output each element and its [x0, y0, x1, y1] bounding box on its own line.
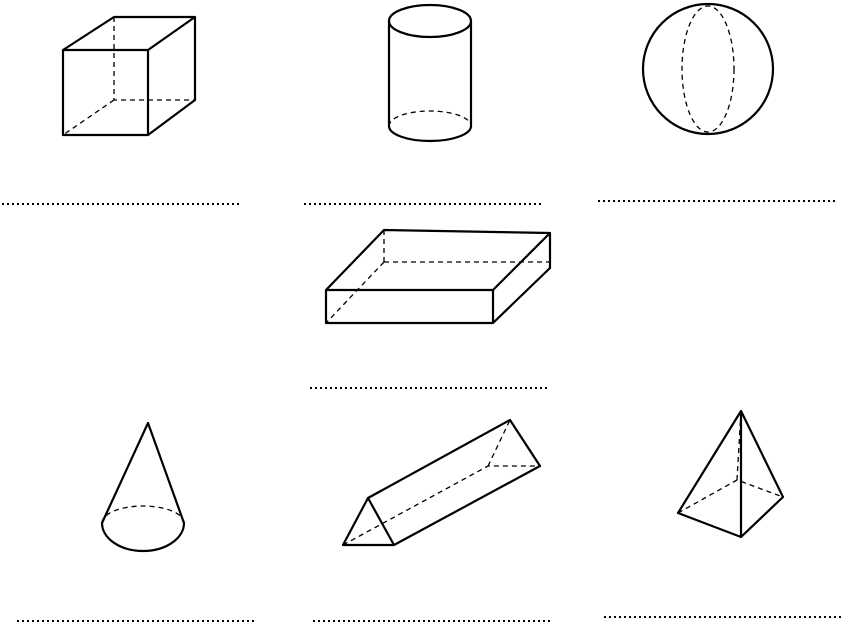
- triangular-prism-icon: [341, 418, 542, 547]
- square-pyramid-icon: [676, 409, 785, 539]
- cylinder-icon: [387, 3, 473, 143]
- cuboid-icon: [324, 228, 552, 325]
- cube-icon: [61, 15, 197, 137]
- cone-icon: [100, 421, 186, 553]
- sphere-icon: [641, 2, 775, 136]
